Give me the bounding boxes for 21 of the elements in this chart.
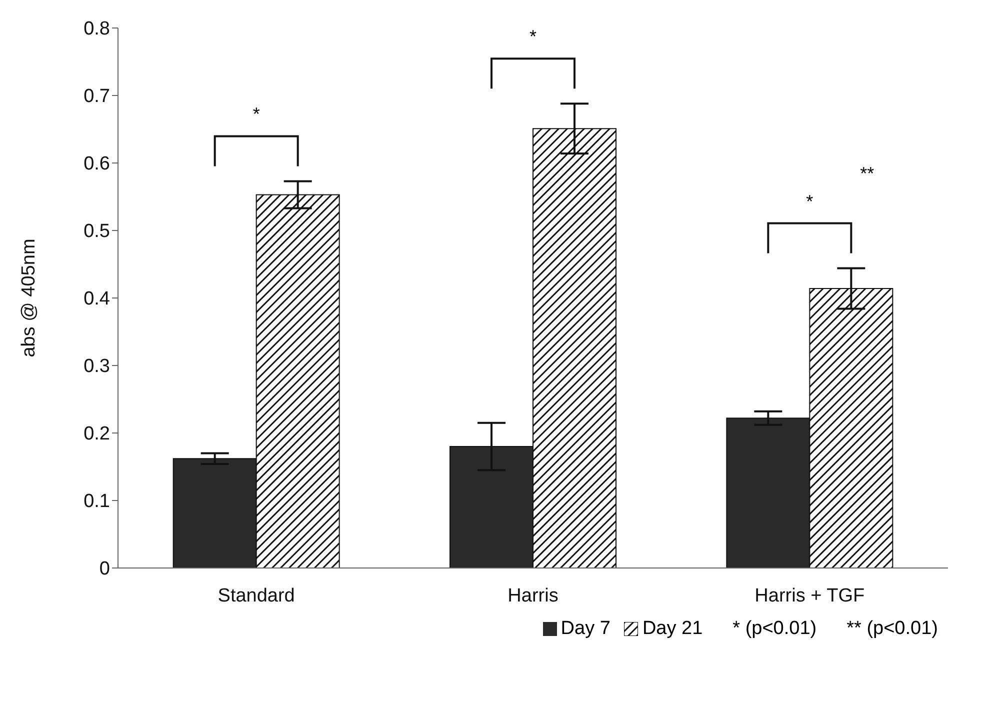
annotation: * — [529, 26, 537, 47]
y-tick-label: 0.2 — [84, 424, 110, 445]
y-tick-label: 0.3 — [84, 356, 110, 378]
y-tick-label: 0 — [99, 558, 110, 580]
text: * (p<0.01) — [732, 618, 817, 640]
text: ** (p<0.01) — [846, 618, 938, 640]
annotation: * — [806, 191, 814, 212]
annotation: * — [252, 104, 260, 124]
y-tick-label: 0.5 — [84, 221, 110, 242]
y-tick-label: 0.7 — [84, 86, 110, 108]
x-tick-label: Standard — [218, 585, 295, 606]
x-tick-label: Harris + TGF — [754, 585, 865, 606]
y-tick-label: 0.6 — [84, 154, 110, 175]
annotation: ** — [860, 163, 874, 184]
legend-label: Day 7 — [560, 618, 610, 640]
y-axis-title: abs @ 405nm — [18, 238, 40, 358]
x-tick-label: Harris — [508, 585, 558, 606]
y-tick-label: 0.8 — [84, 18, 110, 40]
y-tick-label: 0.4 — [84, 288, 110, 310]
y-tick-label: 0.1 — [84, 491, 110, 512]
legend-label: Day 21 — [641, 618, 703, 640]
